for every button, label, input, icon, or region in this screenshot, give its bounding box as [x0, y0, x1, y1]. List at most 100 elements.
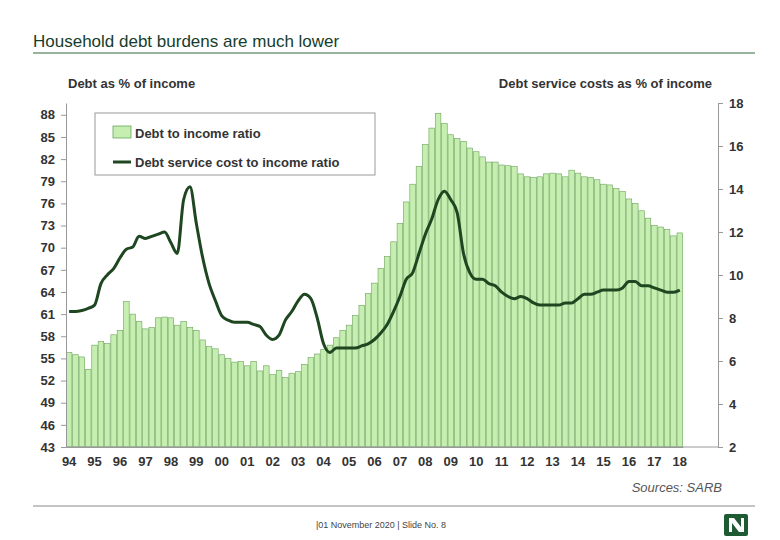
bar: [620, 192, 626, 447]
y-tick-label: 76: [41, 196, 55, 211]
bar: [353, 316, 359, 447]
bar: [92, 345, 98, 447]
y-tick: 88: [41, 107, 66, 122]
bar: [601, 184, 607, 447]
bar: [480, 157, 486, 447]
y-tick: 73: [41, 218, 66, 233]
x-tick: 94: [62, 454, 77, 469]
x-axis: 9495969798990001020304050607080910111213…: [62, 448, 687, 470]
y-tick-mark: [61, 137, 66, 138]
bar: [238, 361, 244, 447]
y-tick-mark: [61, 381, 66, 382]
bar: [276, 370, 282, 447]
bar: [346, 325, 352, 447]
bar: [563, 177, 569, 447]
x-tick: 02: [265, 454, 279, 469]
bar: [66, 353, 72, 447]
bar: [321, 350, 327, 447]
bar: [423, 144, 429, 447]
y-tick: 82: [41, 152, 66, 167]
bar: [499, 165, 505, 447]
bar: [486, 162, 492, 447]
bar: [168, 318, 174, 447]
bar: [85, 369, 91, 447]
x-tick: 97: [138, 454, 152, 469]
y2-tick-label: 16: [729, 139, 743, 154]
y2-tick: 14: [718, 182, 744, 197]
y2-tick-mark: [718, 103, 723, 104]
y-tick-label: 79: [41, 174, 55, 189]
y-tick: 85: [41, 130, 66, 145]
bar: [104, 344, 110, 447]
bar: [206, 347, 212, 447]
y-tick: 49: [41, 395, 66, 410]
y2-tick-label: 2: [729, 440, 736, 455]
bar: [664, 229, 670, 447]
y2-tick-mark: [718, 361, 723, 362]
bar: [333, 338, 339, 447]
bar: [117, 330, 123, 447]
x-tick: 95: [87, 454, 101, 469]
x-tick-label: 13: [545, 454, 559, 469]
y-tick-label: 67: [41, 262, 55, 277]
y-tick-label: 43: [41, 440, 55, 455]
y2-tick-label: 14: [729, 182, 744, 197]
bar: [200, 340, 206, 447]
footer-rule: [33, 506, 755, 507]
bar: [295, 372, 301, 447]
bar: [79, 357, 85, 447]
bar: [594, 180, 600, 447]
x-tick-label: 10: [469, 454, 483, 469]
legend-label: Debt service cost to income ratio: [135, 155, 340, 170]
y-tick-mark: [61, 203, 66, 204]
y-tick-mark: [61, 314, 66, 315]
x-tick: 05: [342, 454, 356, 469]
bar: [556, 174, 562, 447]
x-tick: 08: [418, 454, 432, 469]
x-tick-label: 18: [673, 454, 687, 469]
y-tick-label: 85: [41, 130, 55, 145]
bar: [174, 325, 180, 447]
x-tick-label: 14: [571, 454, 586, 469]
x-tick: 10: [469, 454, 483, 469]
bar: [384, 257, 390, 447]
bar: [677, 233, 683, 447]
y2-tick: 6: [718, 354, 736, 369]
bar: [270, 375, 276, 447]
bar: [416, 166, 422, 447]
bar: [365, 293, 371, 447]
x-tick-label: 02: [265, 454, 279, 469]
bar: [582, 177, 588, 447]
y2-tick: 2: [718, 440, 736, 455]
x-tick-label: 97: [138, 454, 152, 469]
y-tick-label: 82: [41, 152, 55, 167]
x-tick-label: 01: [240, 454, 254, 469]
bar: [162, 317, 168, 447]
y-tick-label: 58: [41, 329, 55, 344]
x-tick-label: 98: [164, 454, 178, 469]
bar: [143, 329, 149, 447]
bar: [518, 174, 524, 447]
bar: [575, 173, 581, 447]
x-tick: 14: [571, 454, 586, 469]
bar: [639, 211, 645, 447]
y-tick-label: 61: [41, 307, 55, 322]
bar: [391, 242, 397, 447]
logo-box: [724, 514, 748, 536]
bar: [473, 152, 479, 447]
y-tick-mark: [61, 159, 66, 160]
y-tick-mark: [61, 226, 66, 227]
y-tick: 58: [41, 329, 66, 344]
bar: [251, 361, 257, 447]
bar: [505, 166, 511, 447]
legend-swatch: [113, 126, 131, 138]
y2-tick-mark: [718, 189, 723, 190]
y-tick: 52: [41, 373, 66, 388]
y-tick: 64: [41, 285, 66, 300]
bar: [314, 354, 320, 447]
bar: [652, 226, 658, 447]
x-tick: 09: [444, 454, 458, 469]
y2-tick-label: 12: [729, 225, 743, 240]
x-tick: 96: [113, 454, 127, 469]
bar: [257, 371, 263, 447]
